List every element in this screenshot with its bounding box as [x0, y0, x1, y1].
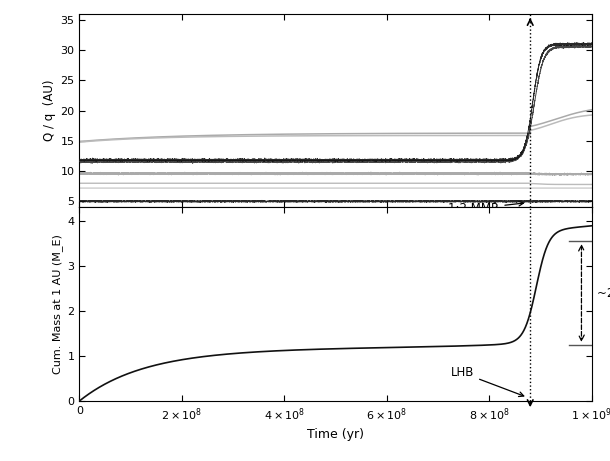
X-axis label: Time (yr): Time (yr): [307, 428, 364, 441]
Text: 1:2 MMR: 1:2 MMR: [448, 201, 523, 215]
Text: ~2.5 M_E: ~2.5 M_E: [597, 286, 610, 300]
Text: LHB: LHB: [451, 366, 524, 396]
Y-axis label: Q / q  (AU): Q / q (AU): [43, 80, 56, 142]
Y-axis label: Cum. Mass at 1 AU (M_E): Cum. Mass at 1 AU (M_E): [52, 234, 63, 374]
